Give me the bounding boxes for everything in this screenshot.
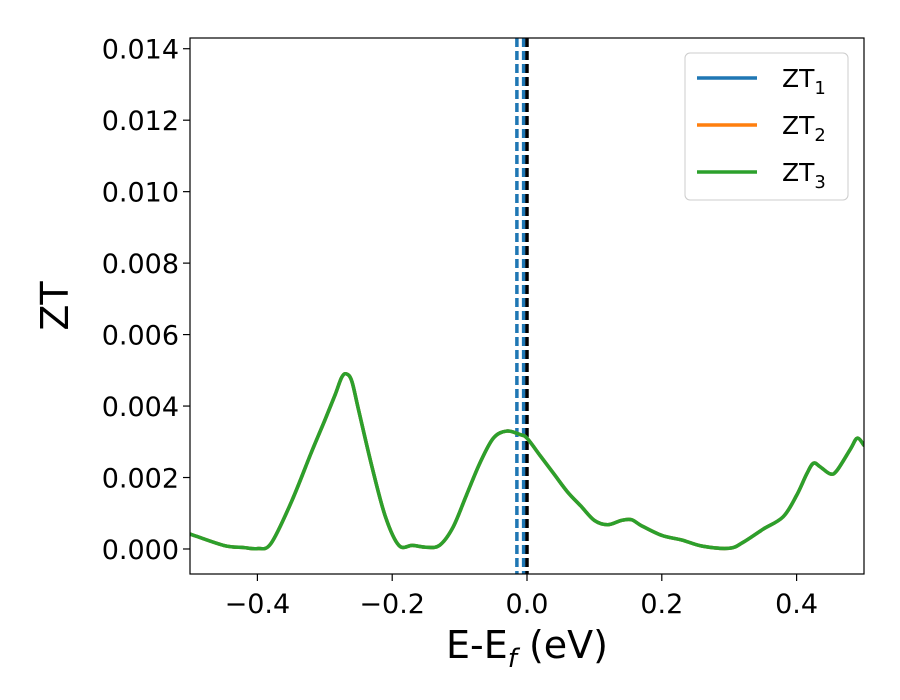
y-tick-label: 0.002 bbox=[102, 464, 179, 495]
y-axis-label: ZT bbox=[33, 281, 77, 331]
x-tick-label: −0.2 bbox=[359, 589, 425, 620]
y-tick-label: 0.004 bbox=[102, 392, 179, 423]
legend-label-3: ZT3 bbox=[782, 158, 826, 193]
y-tick-label: 0.000 bbox=[102, 535, 179, 566]
x-tick-label: −0.4 bbox=[225, 589, 291, 620]
legend-label-2: ZT2 bbox=[782, 111, 826, 146]
legend: ZT1 ZT2 ZT3 bbox=[684, 52, 849, 201]
x-tick-label: 0.2 bbox=[640, 589, 683, 620]
x-tick-label: 0.0 bbox=[506, 589, 549, 620]
x-axis-label: E-Ef (eV) bbox=[446, 623, 608, 674]
y-tick-label: 0.012 bbox=[102, 106, 179, 137]
y-tick-label: 0.014 bbox=[102, 35, 179, 66]
y-tick-label: 0.010 bbox=[102, 178, 179, 209]
y-tick-label: 0.008 bbox=[102, 249, 179, 280]
series-line-3 bbox=[190, 371, 864, 551]
x-tick-label: 0.4 bbox=[775, 589, 818, 620]
legend-box bbox=[684, 52, 849, 201]
legend-label-1: ZT1 bbox=[782, 64, 826, 99]
y-tick-label: 0.006 bbox=[102, 321, 179, 352]
